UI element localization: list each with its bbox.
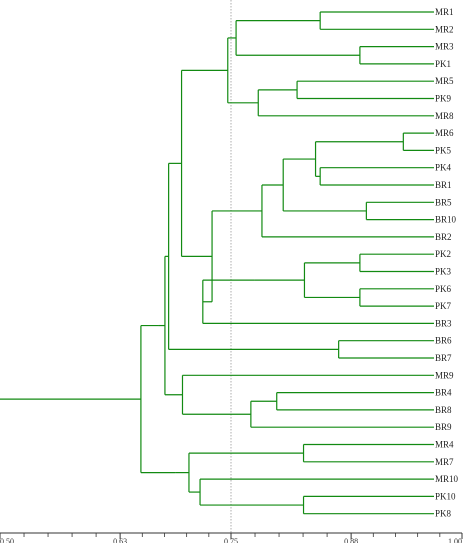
leaf-label: MR5 [435, 76, 454, 86]
leaf-label: PK2 [435, 249, 451, 259]
leaf-label: MR3 [435, 42, 454, 52]
leaf-label: MR10 [435, 474, 459, 484]
tick-label: 0.63 [113, 537, 127, 543]
leaf-label: MR7 [435, 457, 454, 467]
leaf-label: PK3 [435, 267, 452, 277]
x-axis: 0.50 0.63 0.75 0.88 1.00 [0, 532, 463, 543]
leaf-label: PK10 [435, 491, 456, 501]
leaf-label: BR7 [435, 353, 452, 363]
leaf-label: BR2 [435, 232, 452, 242]
leaf-label: PK9 [435, 94, 452, 104]
leaf-label: PK4 [435, 163, 452, 173]
leaf-label: MR1 [435, 7, 454, 17]
leaf-label: PK5 [435, 145, 452, 155]
leaf-label: BR4 [435, 388, 452, 398]
tick-label: 1.00 [448, 537, 462, 543]
leaf-label: MR4 [435, 440, 454, 450]
leaf-label: BR6 [435, 336, 452, 346]
leaf-label: MR2 [435, 24, 454, 34]
leaf-label: PK7 [435, 301, 452, 311]
leaf-label: MR8 [435, 111, 454, 121]
leaf-label: BR8 [435, 405, 452, 415]
tick-label: 0.88 [344, 537, 358, 543]
leaf-label: MR9 [435, 370, 454, 380]
leaf-labels: MR1 MR2 MR3 PK1 MR5 PK9 MR8 MR6 PK5 PK4 BR1 BR5 BR10… [435, 7, 459, 519]
dendrogram-branches [0, 11, 434, 515]
leaf-label: PK6 [435, 284, 452, 294]
leaf-label: BR3 [435, 318, 452, 328]
leaf-label: BR10 [435, 215, 457, 225]
leaf-label: MR6 [435, 128, 454, 138]
leaf-label: PK1 [435, 59, 451, 69]
leaf-label: PK8 [435, 509, 452, 519]
leaf-label: BR9 [435, 422, 452, 432]
tick-label: 0.50 [0, 537, 14, 543]
leaf-label: BR5 [435, 197, 452, 207]
leaf-label: BR1 [435, 180, 452, 190]
tick-label: 0.75 [224, 537, 238, 543]
